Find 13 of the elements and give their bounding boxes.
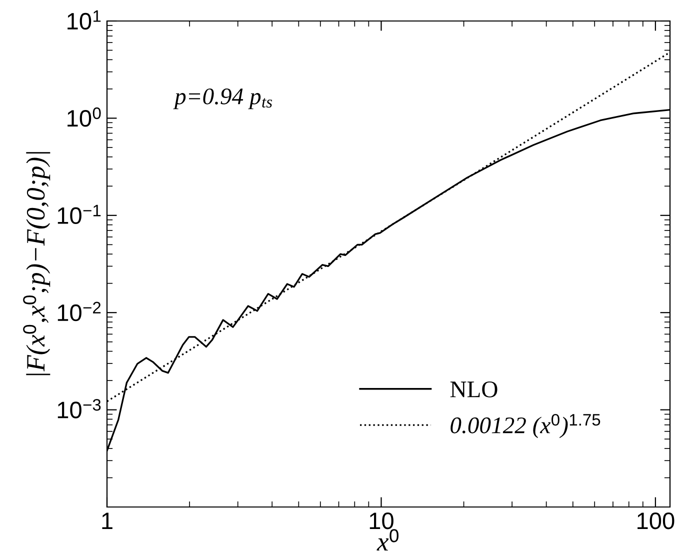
x-tick-label: 10 [370, 512, 394, 530]
y-tick-label: 10$^{1}$ [68, 10, 101, 30]
legend-label: 0.00122 (x$^{0}$)$^{1.75}$ [450, 414, 600, 438]
x-tick-label: 1 [102, 512, 112, 529]
x-tick-label: 100 [638, 512, 674, 530]
legend-label: NLO [450, 382, 498, 398]
y-tick-label: 10$^{−3}$ [58, 398, 101, 418]
y-tick-label: 10$^{−1}$ [58, 204, 101, 224]
x-axis-title: x$^{0}$ [376, 529, 398, 551]
annotation: p=0.94 p$_{ts}$ [173, 88, 272, 110]
y-tick-label: 10$^{−2}$ [58, 302, 101, 322]
y-axis-title: |F(x$^{0}$,x$^{0}$;p)−F(0,0;p)| [23, 152, 50, 376]
y-tick-label: 10$^{0}$ [68, 107, 101, 127]
